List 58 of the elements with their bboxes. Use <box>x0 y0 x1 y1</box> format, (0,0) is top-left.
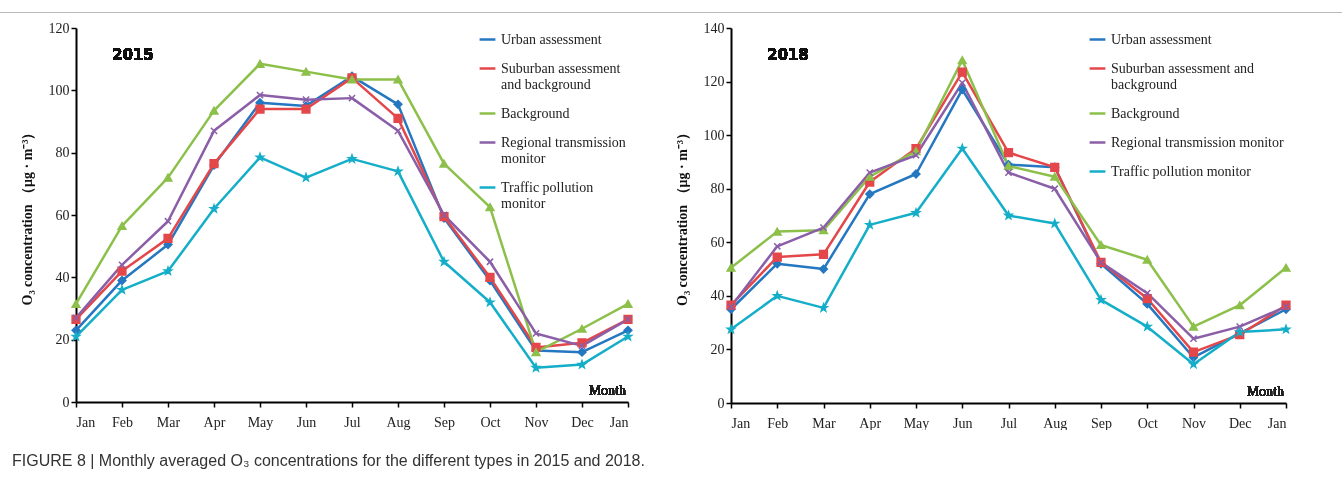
legend-label: Regional transmission monitor <box>501 134 626 166</box>
x-tick-label: Aug <box>1043 415 1068 431</box>
x-tick-label: Mar <box>812 415 836 431</box>
legend-label: Traffic pollution monitor <box>501 179 594 211</box>
text: 2015 <box>112 46 154 64</box>
x-tick-label: Mar <box>156 414 181 430</box>
y-tick-label: 60 <box>55 207 70 223</box>
legend-label: Suburban assessment and background <box>501 60 621 92</box>
x-axis-title: Month <box>1246 384 1284 399</box>
x-tick-label: Nov <box>524 414 549 430</box>
x-tick-label: Aug <box>386 414 411 430</box>
x-tick-label: Sep <box>434 414 455 430</box>
y-tick-label: 120 <box>703 74 725 90</box>
x-tick-label: Feb <box>112 414 133 430</box>
x-tick-label: May <box>903 415 930 431</box>
legend-label: Regional transmission monitor <box>1111 134 1284 150</box>
y-tick-label: 40 <box>55 269 70 285</box>
legend-label: Background <box>1111 105 1180 121</box>
y-axis-title: O₃ concentration （μg · m⁻³） <box>674 126 690 306</box>
y-tick-label: 0 <box>717 395 725 411</box>
y-tick-label: 100 <box>48 82 70 98</box>
y-tick-label: 120 <box>48 20 70 36</box>
y-tick-label: 0 <box>62 394 70 410</box>
x-tick-label: Jul <box>344 414 361 430</box>
x-tick-label: Jul <box>1000 415 1018 431</box>
x-tick-label: Jan <box>731 415 751 431</box>
x-tick-label: Apr <box>203 414 226 430</box>
x-tick-label: Jan <box>609 414 629 430</box>
text: 2018 <box>767 46 809 64</box>
x-tick-label: Feb <box>767 415 789 431</box>
y-tick-label: 40 <box>710 288 725 304</box>
x-tick-label: Jun <box>953 415 973 431</box>
y-axis-title: O₃ concentration （μg · m⁻³） <box>19 125 35 306</box>
x-tick-label: Dec <box>571 414 594 430</box>
x-axis-title: Month <box>588 383 626 398</box>
x-tick-label: Oct <box>480 414 501 430</box>
caption: FIGURE 8 | Monthly averaged O₃ concentrations for the different types in 2015 and 2018. <box>12 452 646 470</box>
x-tick-label: Jan <box>76 414 96 430</box>
legend-label: Background <box>501 105 570 121</box>
legend-label: Urban assessment <box>1111 31 1212 47</box>
legend-label: Traffic pollution monitor <box>1111 163 1252 179</box>
x-tick-label: Nov <box>1181 415 1207 431</box>
legend-label: Urban assessment <box>501 31 602 47</box>
y-tick-label: 80 <box>710 181 725 197</box>
y-tick-label: 100 <box>703 127 725 143</box>
y-tick-label: 20 <box>710 341 725 357</box>
x-tick-label: Oct <box>1137 415 1158 431</box>
y-tick-label: 80 <box>55 145 70 161</box>
x-tick-label: Apr <box>859 415 882 431</box>
legend-label: Suburban assessment and background <box>1111 60 1255 92</box>
x-tick-label: Sep <box>1091 415 1112 431</box>
y-tick-label: 60 <box>710 234 725 250</box>
x-tick-label: Jan <box>1267 415 1287 431</box>
y-tick-label: 140 <box>703 20 725 36</box>
x-tick-label: Jun <box>296 414 317 430</box>
x-tick-label: Dec <box>1228 415 1252 431</box>
x-tick-label: May <box>247 414 274 430</box>
y-tick-label: 20 <box>55 332 70 348</box>
